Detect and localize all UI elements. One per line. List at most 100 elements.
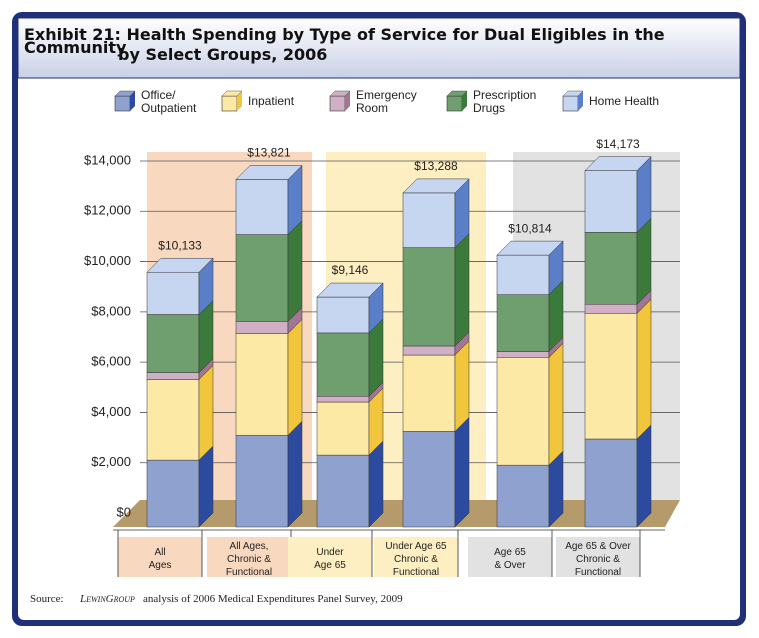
total-label: $14,173	[596, 137, 640, 151]
y-tick-label: $10,000	[84, 253, 131, 268]
legend-swatch	[446, 95, 463, 112]
bar-segment	[496, 351, 550, 358]
bar-segment	[146, 271, 200, 315]
bar-segment	[316, 396, 370, 403]
bar-segment	[584, 303, 638, 314]
legend-swatch	[221, 95, 238, 112]
legend-label: Office/ Outpatient	[141, 88, 197, 115]
title-line: Exhibit 21: Health Spending by Type of S…	[24, 25, 665, 57]
category-box	[374, 537, 458, 577]
x-tick-label: Under Age 65 Chronic & Functional	[385, 541, 447, 578]
bar-segment-side	[636, 298, 652, 440]
bar-segment-side	[287, 219, 303, 322]
y-tick-label: $8,000	[91, 303, 131, 318]
total-label: $13,288	[414, 159, 458, 173]
title-line: by Select Groups, 2006	[118, 45, 328, 64]
header	[17, 17, 741, 79]
bar-segment	[584, 170, 638, 233]
bar-segment	[235, 333, 289, 436]
bar-segment	[146, 372, 200, 380]
bar-segment	[402, 431, 456, 528]
bar-segment	[496, 464, 550, 528]
legend-label: Home Health	[589, 94, 660, 108]
bar-segment	[402, 247, 456, 347]
bar-segment	[496, 357, 550, 466]
bar-top	[146, 257, 214, 273]
legend-swatch-side	[345, 91, 350, 111]
y-tick-label: $2,000	[91, 454, 131, 469]
bar-segment	[235, 434, 289, 528]
x-tick-label: Age 65 & Over	[494, 547, 526, 571]
bar-segment-side	[636, 424, 652, 528]
bar-segment	[496, 294, 550, 352]
x-tick-label: Under Age 65	[314, 547, 346, 571]
bar-segment	[402, 192, 456, 248]
legend-swatch-top	[446, 90, 468, 97]
legend-swatch	[114, 95, 131, 112]
y-tick-label: $14,000	[84, 152, 131, 167]
legend-swatch-top	[562, 90, 584, 97]
bar-segment	[146, 314, 200, 373]
bar-segment	[316, 454, 370, 528]
bar-segment	[235, 234, 289, 322]
source-logo: LewinGroup	[80, 593, 135, 605]
bar-segment-side	[287, 420, 303, 528]
category-box	[207, 537, 291, 577]
bar-segment-side	[368, 440, 384, 528]
y-tick-label: $4,000	[91, 404, 131, 419]
category-box	[556, 537, 640, 577]
legend-swatch-side	[130, 91, 135, 111]
source-label: Source:	[30, 593, 64, 605]
legend-swatch-top	[114, 90, 136, 97]
category-box	[118, 537, 202, 577]
legend-swatch-side	[578, 91, 583, 111]
bar-segment	[584, 313, 638, 440]
bar-segment-side	[454, 416, 470, 528]
total-label: $9,146	[332, 263, 369, 277]
legend-swatch-top	[329, 90, 351, 97]
bar-segment	[584, 232, 638, 305]
bar-segment	[235, 321, 289, 334]
legend-swatch-top	[221, 90, 243, 97]
bar-segment	[235, 179, 289, 235]
bar-segment	[146, 459, 200, 528]
bar-segment	[316, 296, 370, 334]
bar-segment	[316, 401, 370, 456]
bar-segment-side	[287, 318, 303, 436]
bar-segment-side	[198, 364, 214, 461]
bar-segment	[496, 254, 550, 295]
bar-top	[235, 165, 303, 180]
bar-top	[496, 240, 564, 256]
legend-label: Prescription Drugs	[473, 88, 537, 115]
bar-segment	[402, 345, 456, 356]
legend-swatch	[562, 95, 579, 112]
y-tick-label: $12,000	[84, 203, 131, 218]
bar-segment-side	[454, 340, 470, 433]
bar-top	[402, 178, 470, 194]
bar-segment-side	[548, 342, 564, 466]
legend-swatch	[329, 95, 346, 112]
bar-segment-side	[636, 217, 652, 305]
legend-swatch-side	[237, 91, 242, 111]
bar-segment	[146, 379, 200, 461]
legend-swatch-side	[462, 91, 467, 111]
bar-segment	[316, 332, 370, 397]
source-text: analysis of 2006 Medical Expenditures Pa…	[143, 593, 403, 605]
bar-top	[316, 282, 384, 298]
x-tick-label: Age 65 & Over Chronic & Functional	[565, 541, 631, 578]
y-tick-label: $0	[117, 504, 131, 519]
category-box	[468, 537, 552, 577]
total-label: $13,821	[247, 146, 291, 160]
x-tick-label: All Ages	[148, 547, 172, 571]
legend-label: Emergency Room	[356, 88, 417, 115]
y-tick-label: $6,000	[91, 354, 131, 369]
bar-segment-side	[454, 233, 470, 347]
total-label: $10,133	[158, 238, 202, 252]
bar-top	[584, 156, 652, 171]
category-box	[288, 537, 372, 577]
legend-label: Inpatient	[248, 94, 295, 108]
x-tick-label: All Ages, Chronic & Functional	[225, 541, 273, 578]
bar-segment	[402, 354, 456, 432]
